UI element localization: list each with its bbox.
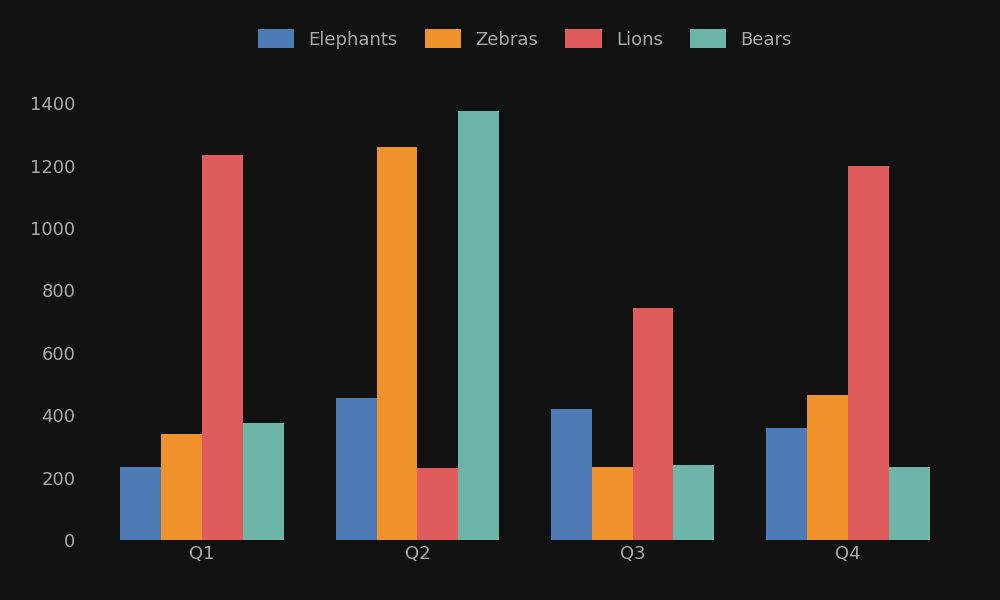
Bar xyxy=(243,423,284,540)
Bar xyxy=(592,467,633,540)
Bar xyxy=(633,308,673,540)
Bar xyxy=(202,155,243,540)
Legend: Elephants, Zebras, Lions, Bears: Elephants, Zebras, Lions, Bears xyxy=(249,20,801,58)
Bar xyxy=(417,468,458,540)
Bar xyxy=(551,409,592,540)
Bar xyxy=(458,111,499,540)
Bar xyxy=(673,465,714,540)
Bar xyxy=(377,147,417,540)
Bar xyxy=(161,434,202,540)
Bar xyxy=(807,395,848,540)
Bar xyxy=(889,467,930,540)
Bar xyxy=(120,467,161,540)
Bar xyxy=(336,398,377,540)
Bar xyxy=(848,166,889,540)
Bar xyxy=(766,428,807,540)
